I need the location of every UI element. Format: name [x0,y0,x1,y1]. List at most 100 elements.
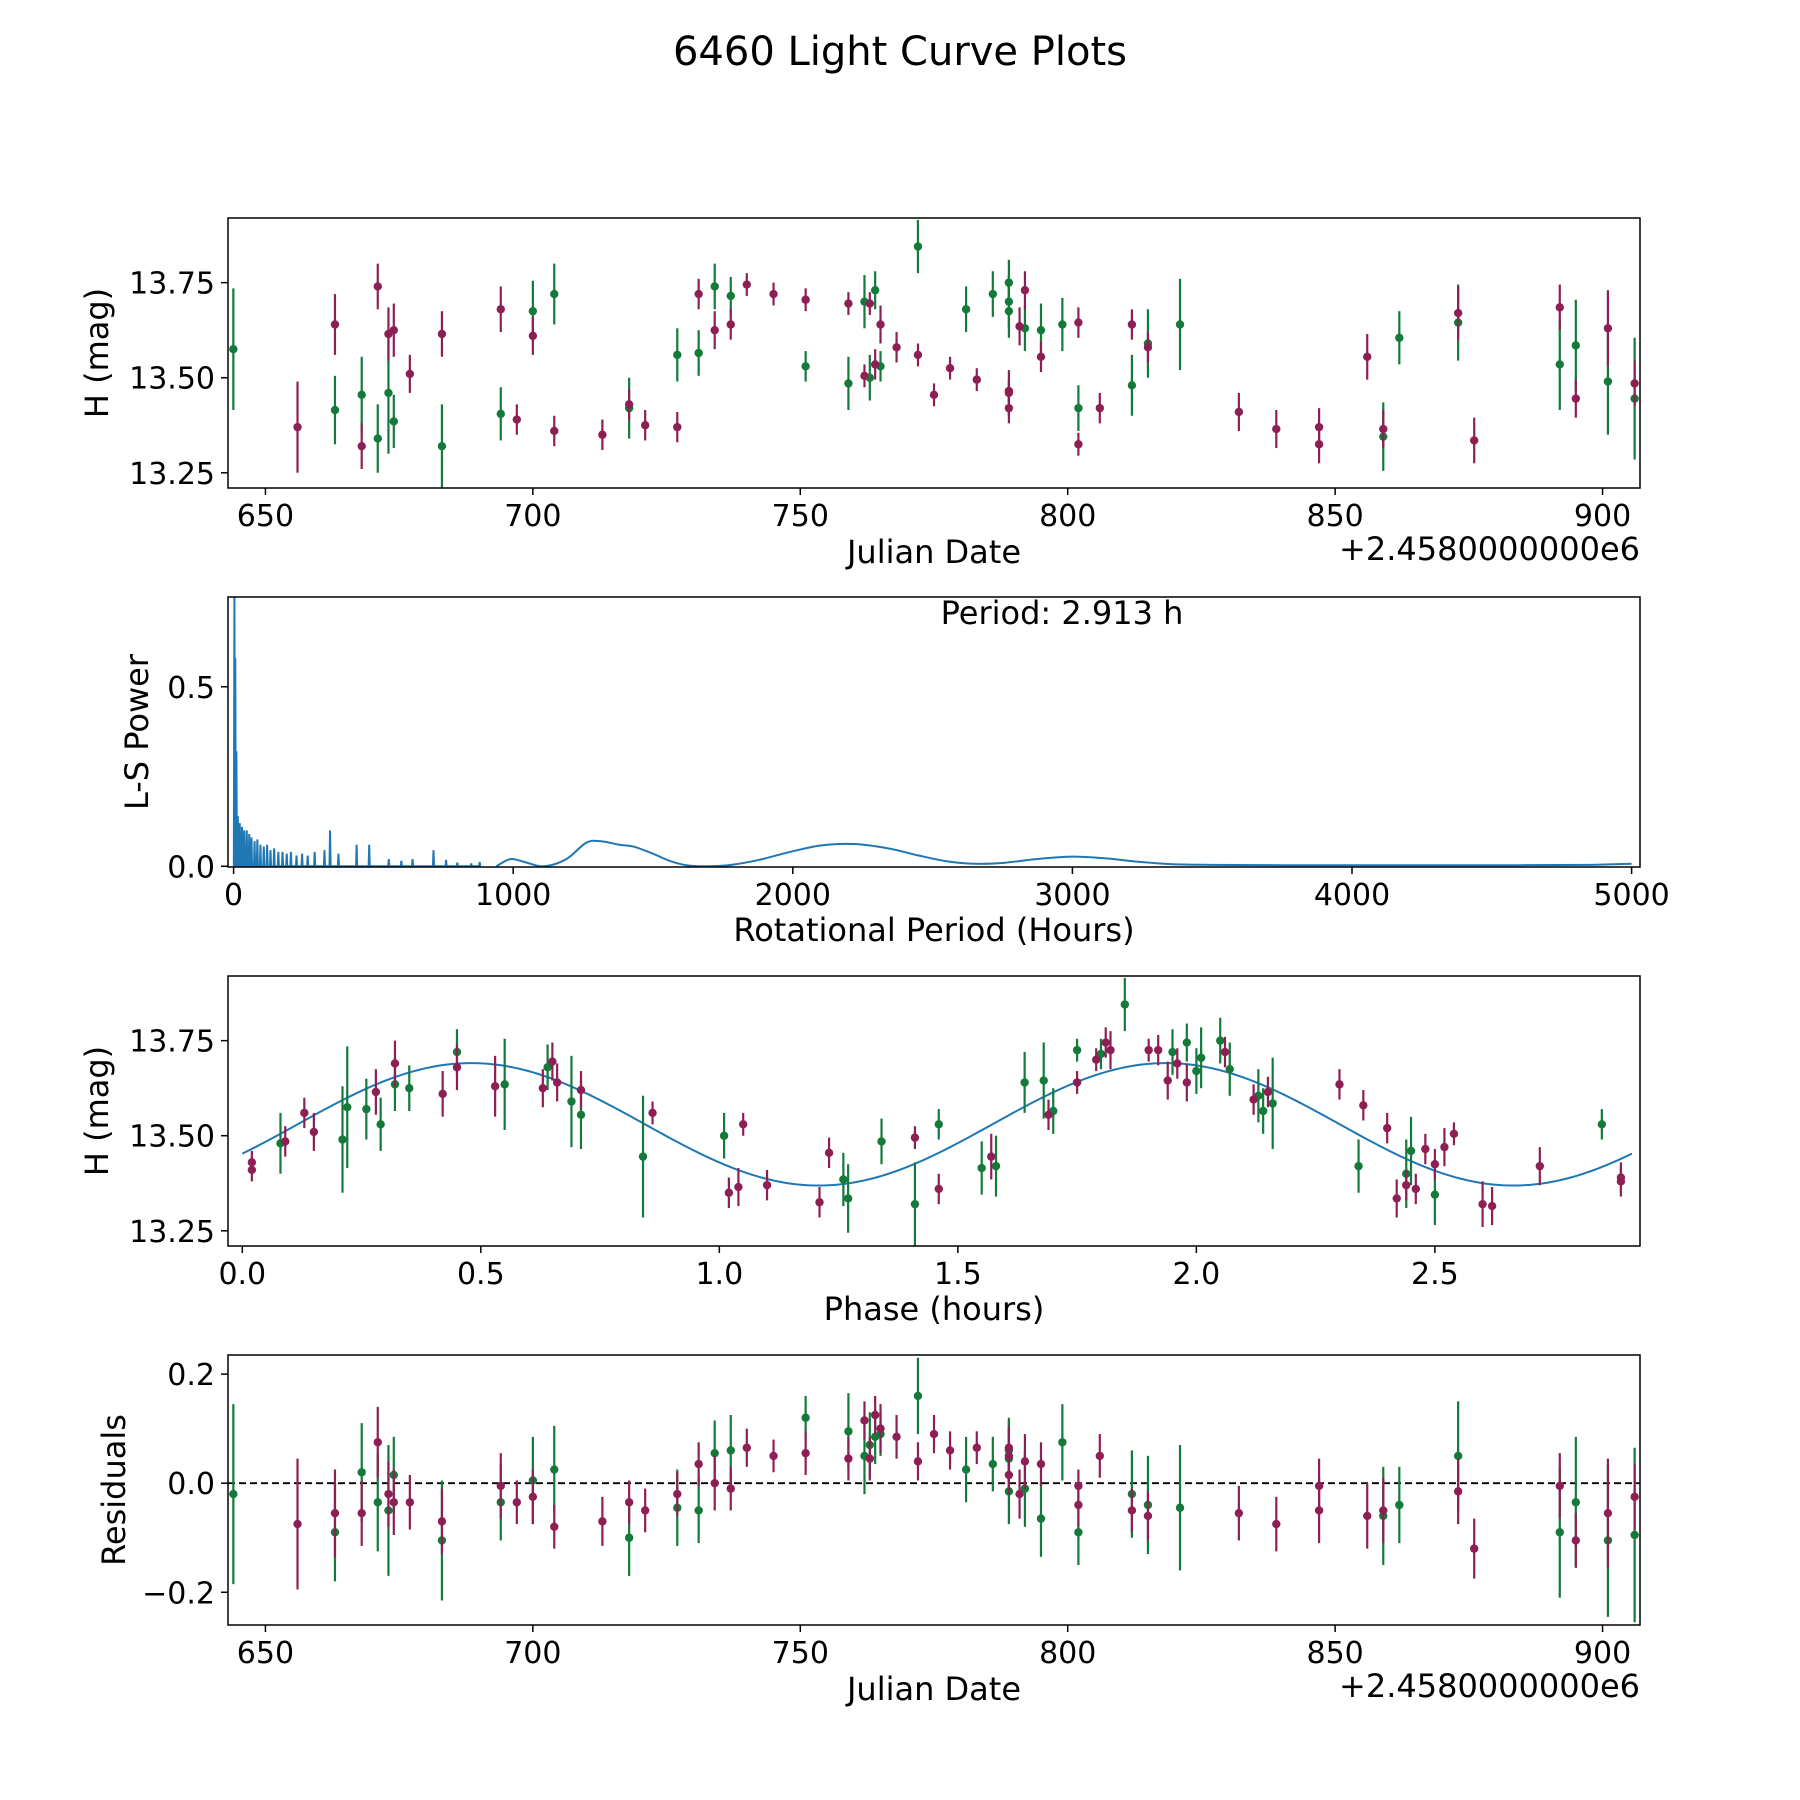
data-point-green [1127,354,1137,416]
data-point-red [384,1461,393,1527]
marker [1379,1506,1388,1515]
marker [512,415,522,424]
marker [726,291,735,301]
marker [1363,1511,1372,1521]
data-point-green [1395,311,1404,365]
marker [490,1082,500,1091]
marker [389,325,399,335]
data-point-green [1020,1052,1029,1113]
marker [1163,1076,1172,1085]
marker [913,350,923,360]
marker [860,1416,869,1425]
marker [1314,422,1324,432]
data-point-red [648,1101,657,1125]
marker [1127,381,1137,390]
x-tick-label: 900 [1574,1636,1631,1671]
marker [865,1454,875,1463]
data-point-red [694,278,703,310]
marker [384,388,393,398]
marker [1402,1180,1411,1190]
y-tick-label: −0.2 [142,1576,215,1611]
data-point-green [1175,278,1185,371]
marker [1469,1544,1479,1553]
data-point-red [734,1168,743,1207]
periodogram-panel: 0 1000 2000 3000 4000 5000 0.0 0.5 Period: 2.91… [118,594,1670,949]
marker [550,1522,559,1532]
marker [1335,1080,1344,1089]
marker [1015,322,1024,331]
data-point-red [309,1112,319,1151]
data-point-green [726,276,735,315]
data-point-green [1168,1029,1177,1075]
marker [1571,394,1581,403]
periodogram-curve [495,839,1632,867]
marker [929,1429,939,1439]
marker [870,286,880,295]
y-tick-label: 13.50 [129,362,215,397]
data-point-red [870,349,880,380]
data-point-red [972,1431,981,1465]
marker [330,320,340,329]
lightcurve-offset-text: +2.4580000000e6 [1339,530,1640,568]
marker [934,1120,943,1129]
marker [1571,341,1581,350]
data-point-red [598,1496,607,1546]
marker [390,1059,400,1068]
marker [1630,379,1639,388]
marker [710,1478,719,1488]
data-point-red [1249,1084,1258,1115]
data-point-red [1020,271,1030,310]
marker [1036,1459,1046,1469]
data-point-red [1127,309,1137,340]
marker [719,1131,729,1140]
data-point-red [1314,1477,1324,1544]
marker [1272,424,1281,434]
marker [1004,306,1014,316]
marker [865,299,875,308]
marker [1603,377,1613,386]
x-tick-label: 750 [772,499,829,534]
x-tick-label: 700 [504,1636,561,1671]
data-point-red [452,1044,462,1091]
data-point-red [1478,1181,1487,1227]
data-point-green [437,404,447,488]
data-point-green [543,1044,552,1091]
marker [371,1087,381,1097]
data-point-red [293,381,302,473]
data-point-red [1015,307,1024,346]
data-point-green [1258,1088,1268,1134]
data-point-green [913,1357,923,1435]
marker [910,1199,920,1209]
marker [1072,1078,1082,1087]
marker [1120,1000,1130,1009]
marker [293,422,302,432]
data-point-green [988,1436,998,1492]
residuals-xlabel: Julian Date [845,1670,1021,1708]
marker [801,362,810,371]
residuals-offset-text: +2.4580000000e6 [1339,1667,1640,1705]
data-point-green [1058,297,1067,352]
marker [1101,1038,1110,1047]
x-tick-label: 5000 [1593,878,1669,913]
marker [734,1182,743,1192]
marker [934,1184,943,1194]
data-point-red [1616,1166,1626,1197]
data-point-green [988,271,998,317]
marker [528,1492,538,1502]
x-tick-label: 0 [224,878,243,913]
period-annotation: Period: 2.913 h [941,594,1184,632]
marker [961,305,971,314]
periodogram-ylabel: L-S Power [118,653,156,810]
data-point-red [892,332,901,363]
marker [913,1457,923,1466]
data-point-red [1379,1477,1388,1544]
data-point-red [844,1436,853,1481]
marker [1314,1506,1324,1515]
marker [330,1508,340,1518]
data-point-red [824,1137,834,1169]
marker [1074,1500,1083,1510]
data-point-green [839,1152,848,1207]
marker [640,1506,650,1515]
marker [229,1489,238,1499]
